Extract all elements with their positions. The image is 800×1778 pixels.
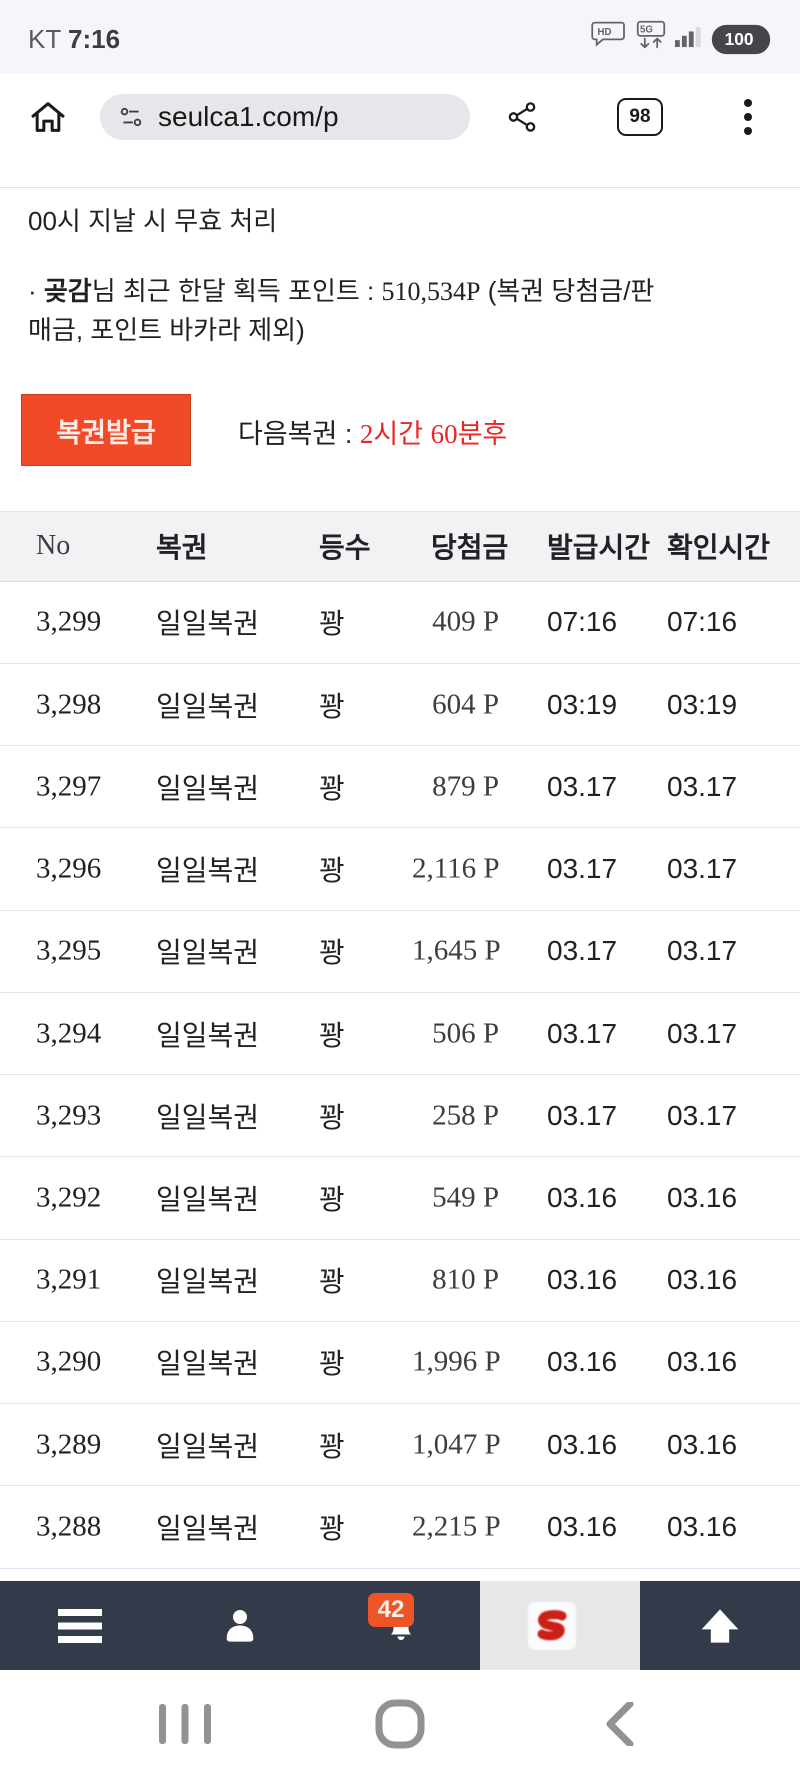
svg-text:5G: 5G — [640, 24, 653, 35]
svg-text:100: 100 — [725, 29, 754, 49]
svg-text:HD: HD — [598, 27, 612, 38]
